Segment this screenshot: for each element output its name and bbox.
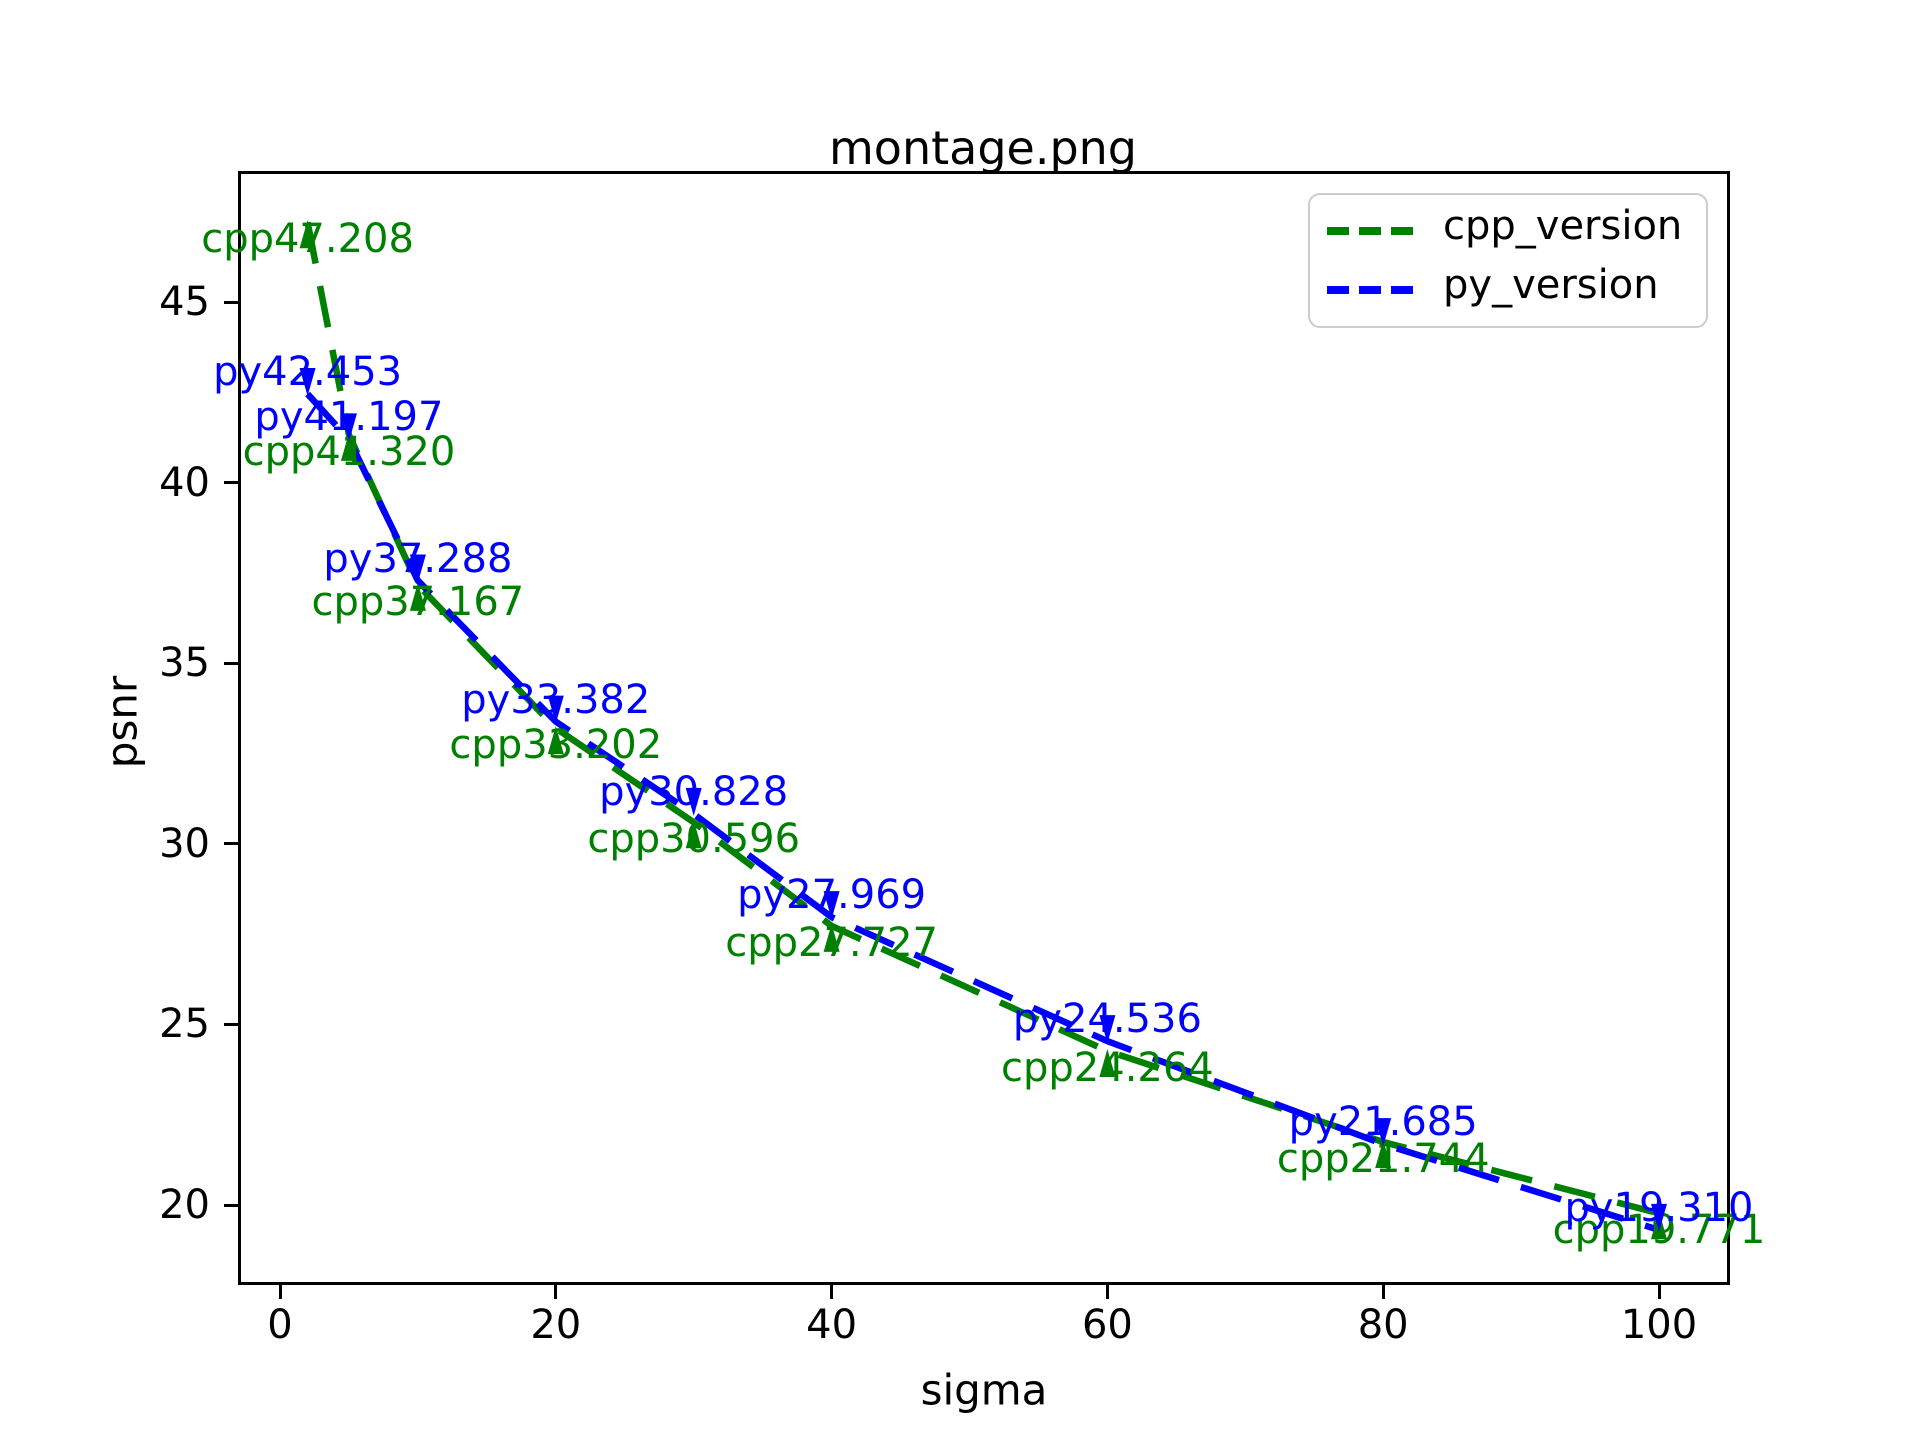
y-tick-mark xyxy=(224,481,238,485)
annotation-py19.310: py19.310 xyxy=(1564,1184,1754,1231)
annotation-py41.197: py41.197 xyxy=(254,394,444,441)
x-axis-label: sigma xyxy=(920,1365,1048,1415)
y-tick-mark xyxy=(224,842,238,846)
cpp-version-dash-sample-icon xyxy=(1327,221,1413,240)
legend-label-py-version: py_version xyxy=(1443,262,1659,308)
x-tick-label: 100 xyxy=(1620,1302,1698,1348)
annotation-py21.685: py21.685 xyxy=(1288,1099,1478,1146)
x-tick-mark xyxy=(1105,1285,1109,1299)
x-tick-label: 40 xyxy=(806,1302,858,1348)
y-tick-label: 20 xyxy=(159,1182,210,1228)
annotation-cpp33.202: cpp33.202 xyxy=(449,722,663,769)
y-tick-label: 35 xyxy=(159,640,210,687)
legend-label-cpp-version: cpp_version xyxy=(1443,203,1683,249)
legend: cpp_version py_version xyxy=(1308,193,1708,328)
annotation-py42.453: py42.453 xyxy=(213,348,403,395)
annotation-py37.288: py37.288 xyxy=(323,535,513,582)
x-tick-label: 60 xyxy=(1081,1302,1133,1348)
annotation-cpp24.264: cpp24.264 xyxy=(1001,1044,1214,1091)
y-axis-label: psnr xyxy=(97,675,147,769)
y-tick-mark xyxy=(224,661,238,665)
x-tick-label: 0 xyxy=(267,1302,293,1348)
legend-item-py-version: py_version xyxy=(1310,263,1706,307)
x-tick-label: 80 xyxy=(1357,1302,1409,1348)
y-tick-label: 45 xyxy=(159,279,210,325)
chart-title: montage.png xyxy=(828,121,1138,175)
x-tick-label: 20 xyxy=(530,1302,582,1348)
x-tick-mark xyxy=(554,1285,558,1299)
annotation-py33.382: py33.382 xyxy=(461,676,651,723)
x-tick-mark xyxy=(830,1285,834,1299)
annotation-py30.828: py30.828 xyxy=(599,768,789,815)
annotation-cpp30.596: cpp30.596 xyxy=(587,816,801,863)
y-tick-mark xyxy=(224,1203,238,1207)
y-tick-label: 25 xyxy=(159,1001,210,1048)
y-tick-mark xyxy=(224,300,238,304)
annotation-py24.536: py24.536 xyxy=(1012,996,1202,1043)
y-tick-label: 40 xyxy=(159,459,210,506)
x-tick-mark xyxy=(1381,1285,1385,1299)
x-tick-mark xyxy=(278,1285,282,1299)
annotation-py27.969: py27.969 xyxy=(737,872,927,919)
y-tick-mark xyxy=(224,1022,238,1026)
annotation-cpp47.208: cpp47.208 xyxy=(201,216,414,263)
py-version-dash-sample-icon xyxy=(1327,280,1413,299)
annotation-cpp27.727: cpp27.727 xyxy=(725,919,938,966)
annotation-cpp37.167: cpp37.167 xyxy=(311,578,525,625)
y-tick-label: 30 xyxy=(159,820,210,867)
x-tick-mark xyxy=(1657,1285,1661,1299)
legend-item-cpp-version: cpp_version xyxy=(1310,204,1706,248)
